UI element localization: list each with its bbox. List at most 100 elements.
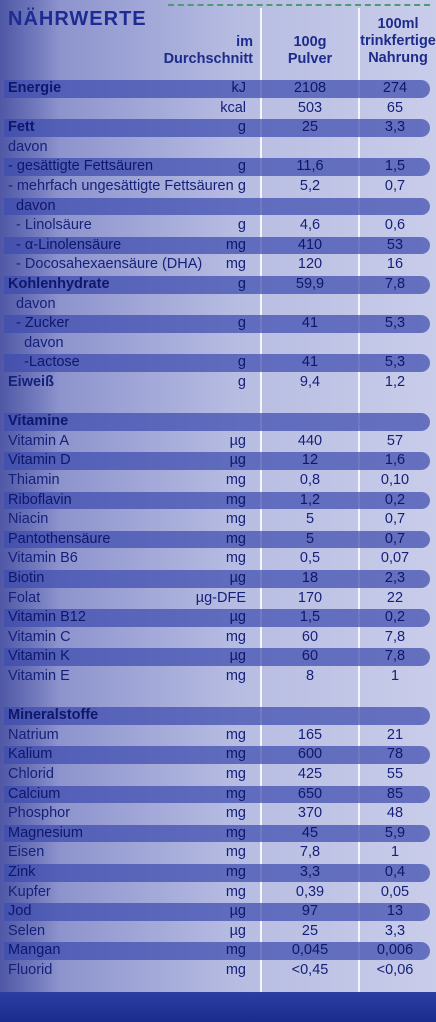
column-header-line: 100ml: [377, 16, 419, 32]
table-row: Biotin µg 18 2,3: [0, 569, 436, 589]
table-row: davon: [0, 197, 436, 217]
table-row: - α-Linolensäure mg 410 53: [0, 236, 436, 256]
table-row: Eisen mg 7,8 1: [0, 843, 436, 863]
value-per-100ml: 1: [390, 844, 400, 861]
nutrient-label: Mineralstoffe: [8, 707, 99, 724]
unit-label: mg: [225, 962, 246, 978]
table-row: Fluorid mg <0,45 <0,06: [0, 961, 436, 981]
table-row: Vitamine: [0, 412, 436, 432]
unit-label: mg: [225, 668, 246, 684]
value-per-100ml: 0,05: [380, 883, 410, 900]
value-per-100g: 7,8: [299, 844, 321, 861]
column-header-ready-to-drink: 100ml trinkfertige Nahrung: [360, 16, 436, 67]
value-per-100g: 0,5: [299, 550, 321, 567]
nutrient-label: Thiamin: [8, 472, 60, 488]
value-per-100ml: 85: [386, 785, 404, 802]
nutrient-label: -Lactose: [8, 354, 80, 371]
unit-label: g: [237, 158, 246, 175]
table-row: davon: [0, 295, 436, 315]
value-per-100g: 45: [301, 824, 319, 841]
value-per-100ml: 22: [386, 589, 404, 606]
table-row: Kupfer mg 0,39 0,05: [0, 883, 436, 903]
table-row: Thiamin mg 0,8 0,10: [0, 471, 436, 491]
nutrient-label: Riboflavin: [8, 491, 72, 508]
table-row: Mineralstoffe: [0, 706, 436, 726]
table-row: Jod µg 97 13: [0, 902, 436, 922]
value-per-100g: 440: [297, 432, 323, 449]
table-row: - mehrfach ungesättigte Fettsäuren g 5,2 0,…: [0, 177, 436, 197]
unit-label: mg: [225, 491, 246, 508]
value-per-100ml: 5,3: [384, 354, 406, 371]
value-per-100g: 425: [297, 766, 323, 782]
value-per-100ml: 0,2: [384, 491, 406, 508]
table-row: [0, 393, 436, 413]
value-per-100ml: 274: [382, 80, 408, 96]
nutrient-label: - α-Linolensäure: [8, 236, 122, 253]
value-per-100ml: 78: [386, 746, 404, 763]
value-per-100g: 5: [305, 530, 315, 547]
nutrient-label: Eisen: [8, 844, 45, 861]
value-per-100ml: 3,3: [384, 922, 406, 939]
value-per-100g: 0,045: [291, 942, 329, 959]
nutrient-label: - mehrfach ungesättigte Fettsäuren: [8, 178, 234, 194]
nutrient-label: davon: [8, 138, 48, 155]
nutrient-label: Eiweiß: [8, 374, 54, 390]
value-per-100ml: 0,10: [380, 472, 410, 488]
nutrient-label: davon: [8, 295, 56, 312]
table-row: - gesättigte Fettsäuren g 11,6 1,5: [0, 157, 436, 177]
nutrient-label: - Linolsäure: [8, 217, 92, 234]
table-row: Zink mg 3,3 0,4: [0, 863, 436, 883]
table-row: Kalium mg 600 78: [0, 745, 436, 765]
value-per-100g: 0,39: [295, 883, 325, 900]
nutrient-label: Vitamin B12: [8, 609, 86, 626]
value-per-100g: 12: [301, 452, 319, 469]
value-per-100g: 410: [297, 236, 323, 253]
table-row: Energie kJ 2108 274: [0, 79, 436, 99]
value-per-100ml: 0,006: [376, 942, 414, 959]
value-per-100ml: <0,06: [376, 962, 414, 978]
value-per-100g: 5: [305, 511, 315, 528]
unit-label: mg: [225, 726, 246, 743]
nutrient-label: davon: [8, 197, 56, 214]
nutrient-label: Phosphor: [8, 805, 71, 822]
table-row: Phosphor mg 370 48: [0, 804, 436, 824]
value-per-100ml: 57: [386, 432, 404, 449]
nutrient-label: Vitamin K: [8, 648, 70, 665]
table-row: Vitamin C mg 60 7,8: [0, 628, 436, 648]
table-row: Kohlenhydrate g 59,9 7,8: [0, 275, 436, 295]
column-header-line: Nahrung: [368, 50, 428, 66]
unit-label: mg: [225, 805, 246, 822]
unit-label: mg: [225, 628, 246, 645]
unit-label: mg: [225, 236, 246, 253]
table-row: Vitamin B6 mg 0,5 0,07: [0, 549, 436, 569]
table-row: Vitamin B12 µg 1,5 0,2: [0, 608, 436, 628]
table-row: Selen µg 25 3,3: [0, 922, 436, 942]
nutrient-label: Vitamin A: [8, 432, 69, 449]
table-row: -Lactose g 41 5,3: [0, 353, 436, 373]
value-per-100ml: 3,3: [384, 119, 406, 136]
value-per-100g: 41: [301, 315, 319, 332]
value-per-100ml: 5,3: [384, 315, 406, 332]
nutrient-label: Calcium: [8, 785, 61, 802]
nutrient-label: Kupfer: [8, 883, 51, 900]
value-per-100g: 3,3: [299, 864, 321, 880]
nutrient-label: - Zucker: [8, 315, 70, 332]
nutrient-label: - gesättigte Fettsäuren: [8, 158, 154, 175]
nutrient-label: Jod: [8, 903, 32, 920]
value-per-100ml: 1,5: [384, 158, 406, 175]
nutrient-label: Magnesium: [8, 824, 83, 841]
nutrient-label: Energie: [8, 80, 62, 96]
value-per-100ml: 7,8: [384, 276, 406, 292]
value-per-100ml: 0,4: [384, 864, 406, 880]
nutrient-label: Fett: [8, 119, 35, 136]
unit-label: kcal: [220, 99, 246, 116]
column-header-line: im: [236, 34, 253, 50]
nutrient-label: Kohlenhydrate: [8, 276, 110, 292]
unit-label: kJ: [231, 80, 247, 96]
value-per-100g: 60: [301, 628, 319, 645]
unit-label: g: [237, 374, 246, 390]
table-row: Folat µg-DFE 170 22: [0, 589, 436, 609]
table-row: [0, 687, 436, 707]
column-header-line: Durchschnitt: [163, 51, 253, 67]
